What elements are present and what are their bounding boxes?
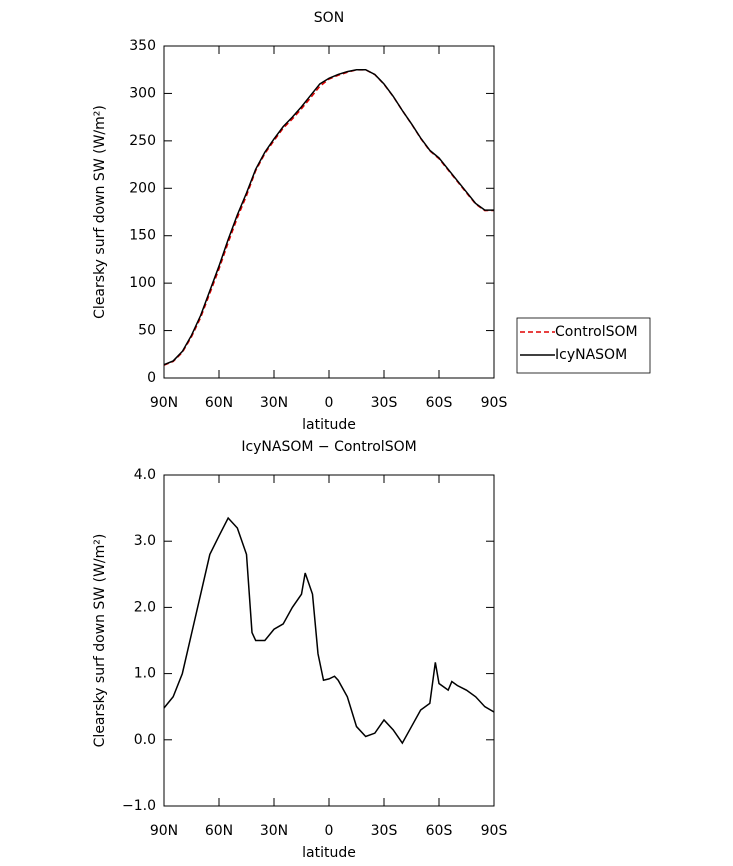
x-tick-label: 60S (426, 823, 453, 839)
series-line (163, 69, 495, 366)
x-tick-label: 90S (481, 823, 508, 839)
x-tick-label: 30N (260, 823, 288, 839)
x-tick-label: 60S (426, 395, 453, 411)
series-line (163, 68, 494, 366)
legend-label: IcyNASOM (555, 347, 627, 363)
x-tick-label: 90N (150, 823, 178, 839)
y-tick-label: 1.0 (134, 666, 156, 682)
x-tick-label: 30S (371, 395, 398, 411)
y-tick-label: 100 (129, 275, 156, 291)
x-tick-label: 90S (481, 395, 508, 411)
y-tick-label: 0.0 (134, 732, 156, 748)
x-axis-label: latitude (302, 845, 356, 861)
x-tick-label: 0 (325, 823, 334, 839)
chart-title: SON (314, 10, 344, 26)
y-tick-label: 2.0 (134, 599, 156, 615)
legend-box (516, 317, 651, 374)
y-tick-label: 200 (129, 180, 156, 196)
x-axis-label: latitude (302, 417, 356, 433)
y-tick-label: 4.0 (134, 467, 156, 483)
y-tick-label: 300 (129, 85, 156, 101)
plot-frame (163, 474, 495, 807)
x-tick-label: 90N (150, 395, 178, 411)
x-tick-label: 30N (260, 395, 288, 411)
y-axis-label: Clearsky surf down SW (W/m²) (92, 105, 108, 319)
y-tick-label: 350 (129, 38, 156, 54)
x-tick-label: 0 (325, 395, 334, 411)
y-tick-label: 150 (129, 228, 156, 244)
legend-label: ControlSOM (555, 324, 638, 340)
plot-frame (163, 45, 495, 379)
y-tick-label: 3.0 (134, 533, 156, 549)
x-tick-label: 60N (205, 395, 233, 411)
x-tick-label: 30S (371, 823, 398, 839)
series-line (163, 516, 495, 745)
y-tick-label: 250 (129, 133, 156, 149)
y-axis-label: Clearsky surf down SW (W/m²) (92, 534, 108, 748)
y-tick-label: 0 (147, 370, 156, 386)
chart-title: IcyNASOM − ControlSOM (241, 439, 416, 455)
y-tick-label: 50 (138, 323, 156, 339)
x-tick-label: 60N (205, 823, 233, 839)
y-tick-label: −1.0 (122, 798, 156, 814)
